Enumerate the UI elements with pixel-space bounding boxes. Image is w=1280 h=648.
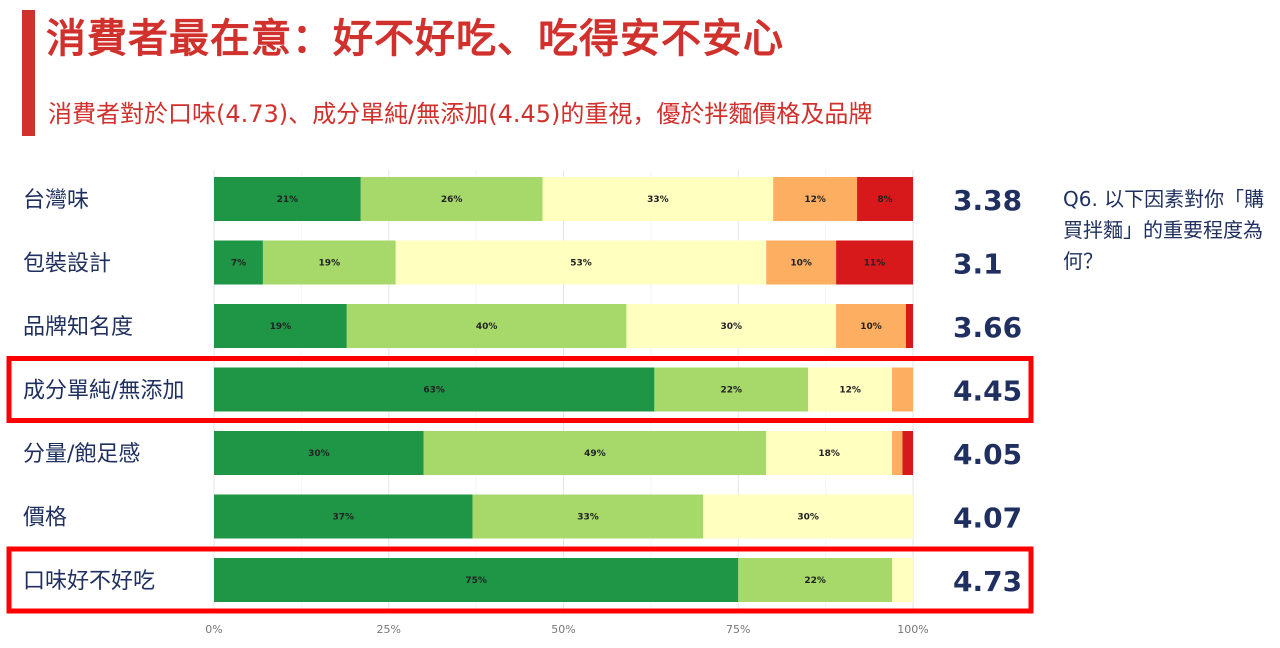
bar-segment xyxy=(360,177,543,221)
bar-segment xyxy=(214,304,347,348)
category-label: 台灣味 xyxy=(23,188,89,213)
mean-score: 3.1 xyxy=(953,248,1003,281)
bar-segment xyxy=(857,177,913,221)
bar-segment xyxy=(214,240,263,285)
bar-segment xyxy=(836,304,907,348)
bar-segment xyxy=(808,367,893,412)
bar-data-label: 8% xyxy=(877,195,892,205)
bar-data-label: 37% xyxy=(333,513,355,523)
bar-data-label: 53% xyxy=(570,259,592,269)
bar-data-label: 33% xyxy=(647,195,669,205)
mean-score: 4.45 xyxy=(953,375,1022,408)
bar-data-label: 10% xyxy=(790,259,812,269)
bar-segment xyxy=(214,494,473,539)
bar-data-label: 19% xyxy=(270,322,292,332)
bar-segment xyxy=(214,558,739,602)
page-subtitle: 消費者對於口味(4.73)、成分單純/無添加(4.45)的重視，優於拌麵價格及品… xyxy=(48,100,873,128)
bar-data-label: 30% xyxy=(720,322,742,332)
title-accent-bar xyxy=(22,10,35,136)
bar-data-label: 22% xyxy=(804,576,826,586)
bar-segment xyxy=(395,240,767,285)
bar-data-label: 12% xyxy=(804,195,826,205)
bar-data-label: 63% xyxy=(423,386,445,396)
bar-segment xyxy=(214,367,655,412)
bar-segment xyxy=(654,367,809,412)
bar-data-label: 19% xyxy=(319,259,341,269)
category-label: 包裝設計 xyxy=(23,252,111,277)
category-label: 口味好不好吃 xyxy=(23,569,155,594)
bar-segment xyxy=(906,304,913,348)
bar-data-label: 7% xyxy=(231,259,246,269)
category-label: 品牌知名度 xyxy=(23,315,133,340)
category-label: 價格 xyxy=(23,506,67,531)
bar-data-label: 49% xyxy=(584,449,606,459)
mean-score: 4.07 xyxy=(953,502,1022,535)
x-tick-label: 75% xyxy=(726,623,750,636)
bar-data-label: 40% xyxy=(476,322,498,332)
x-tick-label: 50% xyxy=(551,623,575,636)
x-tick-label: 25% xyxy=(377,623,401,636)
bar-data-label: 75% xyxy=(465,576,487,586)
bar-data-label: 30% xyxy=(797,513,819,523)
bar-segment xyxy=(346,304,627,348)
x-tick-label: 0% xyxy=(205,623,222,636)
mean-score: 3.38 xyxy=(953,184,1022,217)
survey-question: Q6. 以下因素對你「購買拌麵」的重要程度為何？ xyxy=(1063,187,1265,273)
bar-data-label: 10% xyxy=(860,322,882,332)
bar-data-label: 12% xyxy=(839,386,861,396)
bar-data-label: 18% xyxy=(818,449,840,459)
bar-segment xyxy=(626,304,837,348)
bar-segment xyxy=(892,367,913,412)
bar-segment xyxy=(766,240,837,285)
bar-data-label: 26% xyxy=(441,195,463,205)
category-label: 成分單純/無添加 xyxy=(23,379,184,404)
highlight-box xyxy=(6,546,1034,614)
bar-data-label: 30% xyxy=(308,449,330,459)
bar-segment xyxy=(542,177,774,221)
mean-score: 3.66 xyxy=(953,311,1022,344)
bar-segment xyxy=(214,431,424,475)
bar-segment xyxy=(892,431,903,475)
bar-data-label: 21% xyxy=(277,195,299,205)
mean-score: 4.73 xyxy=(953,565,1022,598)
category-label: 分量/飽足感 xyxy=(23,442,140,467)
bar-segment xyxy=(472,494,704,539)
bar-segment xyxy=(703,494,913,539)
bar-segment xyxy=(262,240,396,285)
bar-data-label: 33% xyxy=(577,513,599,523)
bar-segment xyxy=(738,558,893,602)
bar-data-label: 22% xyxy=(720,386,742,396)
bar-segment xyxy=(423,431,767,475)
bar-segment xyxy=(766,431,893,475)
bar-segment xyxy=(902,431,913,475)
bar-segment xyxy=(836,240,913,285)
bar-segment xyxy=(892,558,913,602)
bar-segment xyxy=(773,177,858,221)
x-tick-label: 100% xyxy=(897,623,928,636)
bar-segment xyxy=(214,177,361,221)
page-title: 消費者最在意：好不好吃、吃得安不安心 xyxy=(46,16,784,62)
highlight-box xyxy=(6,356,1034,423)
bar-data-label: 11% xyxy=(864,259,886,269)
mean-score: 4.05 xyxy=(953,438,1022,471)
